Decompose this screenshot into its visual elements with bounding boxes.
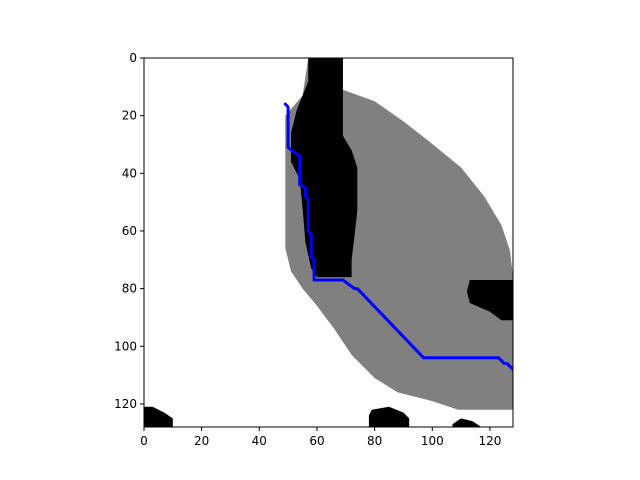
obstacle [466, 280, 513, 321]
obstacle [452, 418, 482, 427]
x-tick-label: 80 [367, 434, 382, 448]
y-tick-label: 100 [114, 339, 137, 353]
plot-area [144, 58, 513, 427]
y-axis: 0 20 40 60 80 100 120 [114, 51, 144, 411]
x-tick-label: 20 [194, 434, 209, 448]
x-tick-label: 40 [252, 434, 267, 448]
x-tick-label: 100 [421, 434, 444, 448]
y-tick-label: 80 [122, 282, 137, 296]
x-axis: 0 20 40 60 80 100 120 [140, 427, 501, 448]
x-tick-label: 0 [140, 434, 148, 448]
y-tick-label: 120 [114, 397, 137, 411]
obstacle [368, 406, 410, 427]
obstacle [144, 406, 173, 427]
path-layer [283, 102, 513, 371]
y-tick-label: 0 [129, 51, 137, 65]
planned-path-line [283, 102, 513, 371]
y-tick-label: 60 [122, 224, 137, 238]
x-tick-label: 60 [309, 434, 324, 448]
y-tick-label: 40 [122, 166, 137, 180]
x-tick-label: 120 [478, 434, 501, 448]
axes-frame [143, 57, 514, 428]
y-tick-label: 20 [122, 109, 137, 123]
